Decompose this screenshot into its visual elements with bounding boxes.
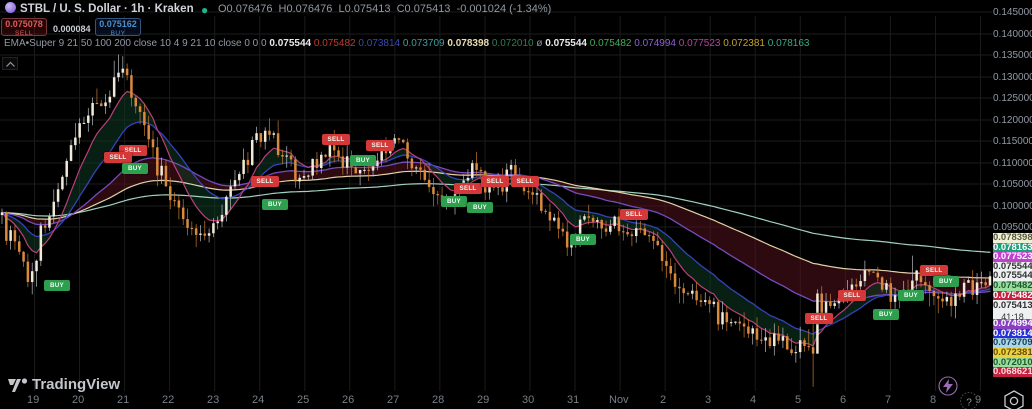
svg-text:?: ? xyxy=(966,398,972,409)
